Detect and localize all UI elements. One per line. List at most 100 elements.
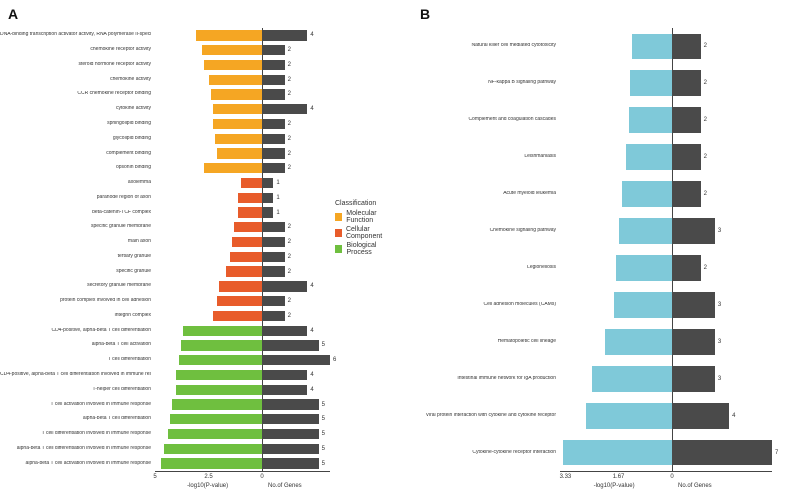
count-label: 2 (288, 91, 291, 97)
bar-right-count (262, 193, 273, 203)
bar-left-pvalue (232, 237, 262, 247)
count-label: 4 (310, 372, 313, 378)
bar-right-count (672, 218, 715, 244)
count-label: 2 (704, 154, 707, 160)
bar-right-count (672, 329, 715, 355)
count-label: 6 (333, 357, 336, 363)
bar-row: 3 (420, 286, 785, 323)
panel-a-legend: ClassificationMolecular FunctionCellular… (335, 200, 400, 258)
bar-row: 2 (0, 87, 400, 102)
bar-right-count (262, 119, 285, 129)
bar-left-pvalue (176, 370, 262, 380)
bar-right-count (672, 255, 701, 281)
panel-b: B 01.673.33-log10(P-value)No.of GenesNat… (420, 0, 785, 501)
count-label: 2 (288, 165, 291, 171)
x-tick-left: 1.67 (613, 474, 625, 480)
bar-right-count (262, 311, 285, 321)
count-label: 2 (288, 313, 291, 319)
bar-right-count (262, 281, 307, 291)
count-label: 5 (322, 461, 325, 467)
bar-right-count (262, 429, 319, 439)
bar-right-count (262, 45, 285, 55)
bar-left-pvalue (172, 399, 262, 409)
count-label: 2 (704, 43, 707, 49)
count-label: 2 (288, 224, 291, 230)
bar-left-pvalue (592, 366, 672, 392)
x-title-right: No.of Genes (268, 483, 302, 489)
count-label: 2 (288, 298, 291, 304)
bar-row: 5 (0, 338, 400, 353)
bar-right-count (672, 144, 701, 170)
legend-label: Biological Process (346, 242, 400, 256)
bar-right-count (262, 148, 285, 158)
count-label: 2 (288, 239, 291, 245)
count-label: 4 (732, 413, 735, 419)
bar-row: 2 (0, 131, 400, 146)
bar-row: 5 (0, 427, 400, 442)
bar-row: 2 (420, 250, 785, 287)
count-label: 7 (775, 450, 778, 456)
count-label: 5 (322, 342, 325, 348)
bar-left-pvalue (183, 326, 262, 336)
bar-right-count (262, 222, 285, 232)
bar-left-pvalue (215, 134, 262, 144)
bar-row: 2 (0, 117, 400, 132)
bar-right-count (262, 75, 285, 85)
legend-swatch (335, 229, 342, 237)
bar-row: 5 (0, 397, 400, 412)
bar-row: 2 (0, 43, 400, 58)
legend-item: Molecular Function (335, 210, 400, 224)
bar-row: 7 (420, 434, 785, 471)
bar-right-count (262, 399, 319, 409)
bar-right-count (672, 403, 729, 429)
bar-right-count (262, 134, 285, 144)
bar-row: 2 (0, 161, 400, 176)
panel-b-label: B (420, 6, 430, 22)
count-label: 3 (718, 228, 721, 234)
bar-left-pvalue (616, 255, 672, 281)
count-label: 2 (288, 254, 291, 260)
bar-left-pvalue (619, 218, 672, 244)
count-label: 1 (276, 180, 279, 186)
bar-right-count (672, 107, 701, 133)
bar-right-count (262, 326, 307, 336)
x-axis (155, 471, 330, 472)
bar-row: 4 (0, 323, 400, 338)
bar-left-pvalue (238, 207, 262, 217)
count-label: 2 (704, 191, 707, 197)
bar-left-pvalue (219, 281, 262, 291)
bar-left-pvalue (170, 414, 262, 424)
bar-row: 2 (0, 309, 400, 324)
x-axis (560, 471, 772, 472)
count-label: 4 (310, 328, 313, 334)
bar-left-pvalue (213, 311, 262, 321)
bar-right-count (672, 34, 701, 60)
count-label: 2 (288, 121, 291, 127)
bar-row: 5 (0, 412, 400, 427)
bar-left-pvalue (196, 30, 262, 40)
x-tick-left: 3.33 (560, 474, 572, 480)
bar-left-pvalue (209, 75, 263, 85)
bar-row: 4 (0, 28, 400, 43)
bar-right-count (262, 178, 273, 188)
bar-row: 2 (0, 146, 400, 161)
bar-left-pvalue (614, 292, 672, 318)
bar-left-pvalue (632, 34, 672, 60)
bar-left-pvalue (161, 458, 262, 468)
bar-left-pvalue (626, 144, 672, 170)
bar-right-count (262, 237, 285, 247)
count-label: 5 (322, 431, 325, 437)
bar-row: 4 (0, 368, 400, 383)
x-tick-left: 0 (670, 474, 673, 480)
bar-row: 2 (420, 102, 785, 139)
bar-row: 3 (420, 360, 785, 397)
bar-right-count (672, 181, 701, 207)
bar-left-pvalue (213, 119, 262, 129)
bar-left-pvalue (605, 329, 672, 355)
bar-left-pvalue (238, 193, 262, 203)
count-label: 2 (704, 117, 707, 123)
bar-left-pvalue (622, 181, 672, 207)
legend-item: Cellular Component (335, 226, 400, 240)
legend-label: Molecular Function (346, 210, 400, 224)
bar-right-count (262, 340, 319, 350)
